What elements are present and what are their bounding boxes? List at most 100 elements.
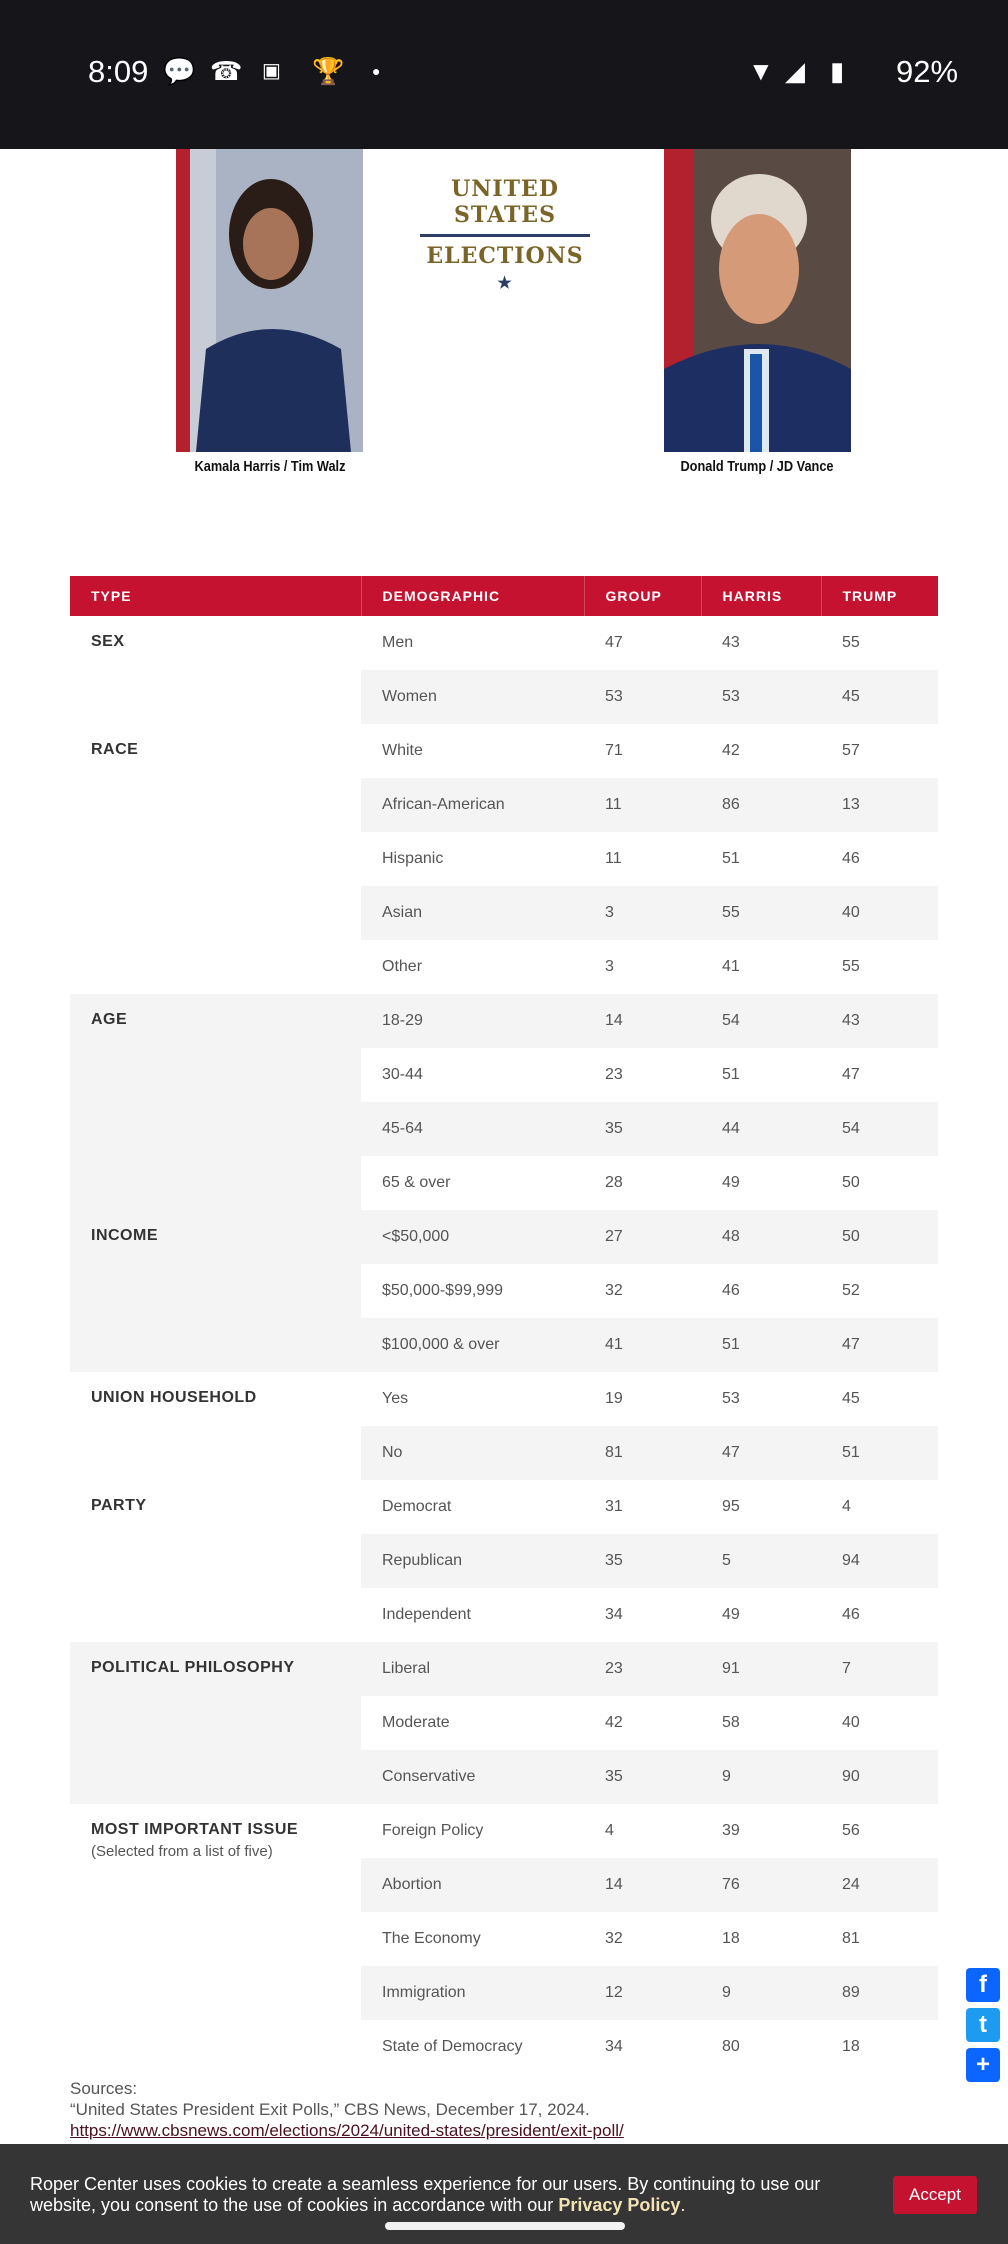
group-cell: 71 — [605, 742, 623, 759]
trump-cell: 24 — [821, 1858, 938, 1912]
trump-cell: 40 — [821, 886, 938, 940]
demographic-cell: 65 & over — [382, 1174, 451, 1191]
demographic-cell: Immigration — [361, 1966, 584, 2020]
demographic-cell: $50,000-$99,999 — [382, 1282, 503, 1299]
table-row: No 81 47 51 — [70, 1426, 938, 1480]
table-row: 45-64 35 44 54 — [70, 1102, 938, 1156]
trump-cell: 90 — [821, 1750, 938, 1804]
type-cell: SEX — [70, 616, 361, 724]
missed-call-icon: ☎ — [210, 56, 243, 86]
cookie-message: Roper Center uses cookies to create a se… — [30, 2174, 821, 2215]
demographic-cell: Women — [361, 670, 584, 724]
trump-cell: 55 — [842, 958, 860, 975]
table-row: 65 & over 28 49 50 — [70, 1156, 938, 1210]
exit-poll-table: TYPE DEMOGRAPHIC GROUP HARRIS TRUMP SEX Men 47… — [70, 576, 938, 2074]
table-row: AGE 18-29 14 54 43 — [70, 994, 938, 1210]
twitter-share-icon[interactable]: t — [966, 2008, 1000, 2042]
harris-cell: 9 — [701, 1750, 821, 1804]
demographic-cell: Hispanic — [382, 850, 444, 867]
mlb-icon: ▣ — [262, 60, 281, 82]
table-row: PARTY Democrat 31 95 4 — [70, 1480, 938, 1642]
harris-cell: 51 — [722, 1066, 740, 1083]
table-row: Independent 34 49 46 — [70, 1588, 938, 1642]
harris-cell: 18 — [722, 1930, 740, 1947]
trump-cell: 47 — [821, 1318, 938, 1372]
table-row: INCOME <$50,000 27 48 50 — [70, 1210, 938, 1372]
type-cell: INCOME — [70, 1210, 361, 1372]
table-row: SEX Men 47 43 55 — [70, 616, 938, 724]
dot-icon: ● — [372, 63, 381, 79]
table-row: RACE White 71 42 57 — [70, 724, 938, 994]
trump-cell: 50 — [842, 1174, 860, 1191]
trump-cell: 56 — [842, 1822, 860, 1839]
clock: 8:09 — [88, 54, 149, 89]
table-row: Women 53 53 45 — [70, 670, 938, 724]
trump-cell: 46 — [842, 1606, 860, 1623]
harris-cell: 51 — [701, 1318, 821, 1372]
trump-cell: 54 — [821, 1102, 938, 1156]
harris-cell: 41 — [722, 958, 740, 975]
harris-cell: 54 — [701, 994, 821, 1048]
harris-cell: 86 — [701, 778, 821, 832]
group-cell: 47 — [605, 634, 623, 651]
group-cell: 31 — [605, 1498, 623, 1515]
group-cell: 3 — [584, 886, 701, 940]
harris-cell: 42 — [722, 742, 740, 759]
demographic-cell: No — [361, 1426, 584, 1480]
harris-cell: 39 — [722, 1822, 740, 1839]
table-row: Conservative 35 9 90 — [70, 1750, 938, 1804]
group-cell: 35 — [584, 1102, 701, 1156]
trump-cell: 57 — [842, 742, 860, 759]
trump-cell: 45 — [821, 670, 938, 724]
column-header: HARRIS — [701, 576, 822, 616]
demographic-cell: Asian — [361, 886, 584, 940]
harris-cell: 44 — [701, 1102, 821, 1156]
trump-caption: Donald Trump / JD Vance — [680, 458, 834, 475]
harris-cell: 53 — [722, 1390, 740, 1407]
table-row: Moderate 42 58 40 — [70, 1696, 938, 1750]
table-row: $50,000-$99,999 32 46 52 — [70, 1264, 938, 1318]
group-cell: 14 — [584, 994, 701, 1048]
demographic-cell: Other — [382, 958, 423, 975]
more-share-icon[interactable]: + — [966, 2048, 1000, 2082]
harris-cell: 9 — [701, 1966, 821, 2020]
type-cell: MOST IMPORTANT ISSUE (Selected from a lis… — [70, 1804, 361, 2074]
source-link[interactable]: https://www.cbsnews.com/elections/2024/u… — [70, 2121, 624, 2140]
column-header: TYPE — [70, 576, 362, 616]
harris-cell: 5 — [701, 1534, 821, 1588]
group-cell: 19 — [605, 1390, 623, 1407]
demographic-cell: 45-64 — [361, 1102, 584, 1156]
demographic-cell: 30-44 — [382, 1066, 423, 1083]
harris-cell: 95 — [722, 1498, 740, 1515]
demographic-cell: Democrat — [382, 1498, 452, 1515]
demographic-cell: <$50,000 — [361, 1210, 584, 1264]
table-row: MOST IMPORTANT ISSUE (Selected from a lis… — [70, 1804, 938, 2074]
home-gesture-bar[interactable] — [385, 2222, 625, 2230]
group-cell: 4 — [605, 1822, 614, 1839]
trump-cell: 55 — [842, 634, 860, 651]
harris-cell: 48 — [701, 1210, 821, 1264]
group-cell: 3 — [605, 958, 614, 975]
demographic-cell: Independent — [382, 1606, 471, 1623]
trump-cell: 46 — [842, 850, 860, 867]
group-cell: 42 — [605, 1714, 623, 1731]
table-row: Asian 3 55 40 — [70, 886, 938, 940]
table-row: Immigration 12 9 89 — [70, 1966, 938, 2020]
group-cell: 11 — [584, 778, 701, 832]
harris-photo — [176, 149, 363, 452]
demographic-cell: Republican — [361, 1534, 584, 1588]
table-row: Hispanic 11 51 46 — [70, 832, 938, 886]
table-row: UNION HOUSEHOLD Yes 19 53 45 — [70, 1372, 938, 1480]
trump-cell: 43 — [821, 994, 938, 1048]
accept-cookies-button[interactable]: Accept — [893, 2176, 977, 2214]
table-row: 30-44 23 51 47 — [70, 1048, 938, 1102]
group-cell: 53 — [584, 670, 701, 724]
facebook-share-icon[interactable]: f — [966, 1968, 1000, 2002]
demographic-cell: $100,000 & over — [361, 1318, 584, 1372]
type-cell: UNION HOUSEHOLD — [70, 1372, 361, 1480]
trump-cell: 13 — [821, 778, 938, 832]
demographic-cell: Yes — [382, 1390, 409, 1407]
group-cell: 11 — [605, 850, 622, 867]
harris-cell: 46 — [722, 1282, 740, 1299]
privacy-policy-link[interactable]: Privacy Policy — [558, 2195, 681, 2215]
